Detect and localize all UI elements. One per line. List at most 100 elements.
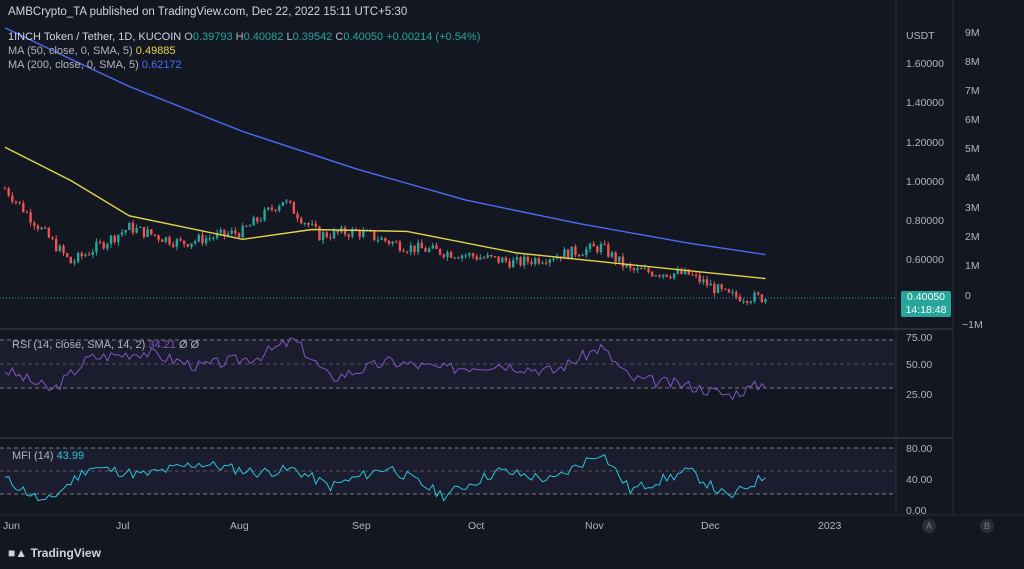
candle-body bbox=[204, 238, 208, 244]
candle-body bbox=[22, 203, 25, 213]
candle-body bbox=[438, 248, 442, 255]
candle-body bbox=[329, 237, 332, 239]
candle-body bbox=[3, 188, 7, 190]
ma200-label: MA (200, close, 0, SMA, 5) bbox=[8, 59, 139, 71]
open-label: O bbox=[184, 31, 193, 43]
time-label: 2023 bbox=[818, 520, 842, 532]
candle-body bbox=[98, 241, 102, 243]
candle-body bbox=[299, 218, 303, 224]
candle-body bbox=[501, 257, 504, 263]
candle-body bbox=[727, 289, 731, 293]
candle-body bbox=[102, 242, 105, 249]
candle-body bbox=[446, 252, 449, 258]
ma200-line bbox=[4, 27, 766, 256]
candle-body bbox=[285, 200, 288, 203]
rsi-legend[interactable]: RSI (14, close, SMA, 14, 2) 34.21 Ø Ø bbox=[12, 339, 199, 351]
candle-body bbox=[610, 252, 614, 257]
rsi-tick: 25.00 bbox=[906, 389, 932, 401]
candle-body bbox=[14, 201, 18, 203]
candle-body bbox=[65, 253, 69, 257]
candle-body bbox=[409, 245, 413, 252]
auto-scale-button[interactable]: A bbox=[922, 519, 936, 533]
footer-brand[interactable]: ■▲ TradingView bbox=[8, 546, 101, 560]
candle-body bbox=[256, 217, 259, 222]
candle-body bbox=[457, 257, 460, 259]
candle-body bbox=[73, 261, 76, 264]
candle-body bbox=[384, 237, 387, 241]
last-price-badge: 0.40050 14:18:48 bbox=[901, 291, 951, 317]
price-tick: 1.00000 bbox=[906, 176, 944, 188]
volume-tick: 9M bbox=[965, 27, 980, 39]
candle-body bbox=[563, 249, 566, 259]
candle-body bbox=[303, 223, 307, 225]
candle-body bbox=[738, 296, 742, 302]
candle-body bbox=[223, 229, 226, 236]
candle-body bbox=[588, 243, 592, 249]
candle-body bbox=[150, 229, 153, 235]
symbol-name[interactable]: 1INCH Token / Tether, 1D, KUCOIN bbox=[8, 31, 182, 43]
candle-body bbox=[321, 232, 325, 241]
candle-body bbox=[614, 252, 617, 262]
time-label: Nov bbox=[585, 520, 604, 532]
candle-body bbox=[117, 234, 120, 243]
mfi-label: MFI (14) bbox=[12, 450, 54, 462]
candle-body bbox=[44, 227, 47, 229]
candle-body bbox=[596, 246, 599, 253]
volume-tick: 6M bbox=[965, 114, 980, 126]
rsi-tick: 50.00 bbox=[906, 359, 932, 371]
candle-body bbox=[201, 234, 204, 244]
candle-body bbox=[54, 238, 58, 252]
candle-body bbox=[486, 254, 489, 258]
price-tick: 1.60000 bbox=[906, 58, 944, 70]
high-label: H bbox=[235, 31, 244, 43]
candle-body bbox=[398, 241, 402, 251]
candle-body bbox=[603, 244, 606, 246]
candle-body bbox=[643, 268, 647, 270]
mfi-legend[interactable]: MFI (14) 43.99 bbox=[12, 450, 84, 462]
candle-body bbox=[632, 268, 636, 271]
candle-body bbox=[471, 253, 475, 257]
change-value: +0.00214 (+0.54%) bbox=[386, 31, 481, 43]
candle-body bbox=[742, 301, 745, 303]
log-scale-button[interactable]: B bbox=[980, 519, 994, 533]
candle-body bbox=[640, 268, 643, 270]
candles-group bbox=[3, 186, 767, 306]
candle-body bbox=[735, 292, 738, 297]
candle-body bbox=[519, 257, 522, 266]
time-label: Aug bbox=[230, 520, 249, 532]
candle-body bbox=[406, 251, 409, 253]
rsi-extra: Ø Ø bbox=[178, 339, 200, 351]
countdown-value: 14:18:48 bbox=[905, 304, 947, 316]
volume-tick: 4M bbox=[965, 172, 980, 184]
candle-body bbox=[665, 274, 669, 277]
candle-body bbox=[109, 235, 113, 245]
candle-body bbox=[215, 232, 219, 238]
candle-body bbox=[69, 256, 73, 264]
candle-body bbox=[168, 237, 171, 245]
candle-body bbox=[80, 252, 83, 257]
candle-body bbox=[629, 264, 632, 269]
candle-body bbox=[581, 255, 584, 257]
candle-body bbox=[325, 232, 328, 238]
candle-body bbox=[91, 252, 94, 255]
mfi-tick: 0.00 bbox=[906, 505, 927, 517]
candle-body bbox=[95, 241, 98, 253]
candle-body bbox=[18, 201, 21, 204]
candle-body bbox=[33, 222, 36, 226]
candle-body bbox=[373, 231, 376, 241]
candle-body bbox=[84, 254, 87, 257]
candle-body bbox=[230, 230, 233, 234]
candle-body bbox=[120, 232, 124, 235]
candle-body bbox=[248, 225, 252, 227]
candle-body bbox=[683, 269, 687, 274]
footer-brand-text: TradingView bbox=[30, 546, 101, 560]
candle-body bbox=[314, 223, 317, 227]
volume-tick: 5M bbox=[965, 143, 980, 155]
candle-body bbox=[669, 276, 672, 279]
ma200-legend[interactable]: MA (200, close, 0, SMA, 5) 0.62172 bbox=[8, 59, 182, 71]
rsi-tick: 75.00 bbox=[906, 332, 932, 344]
ma50-legend[interactable]: MA (50, close, 0, SMA, 5) 0.49885 bbox=[8, 45, 176, 57]
candle-body bbox=[574, 246, 577, 255]
close-label: C bbox=[335, 31, 344, 43]
